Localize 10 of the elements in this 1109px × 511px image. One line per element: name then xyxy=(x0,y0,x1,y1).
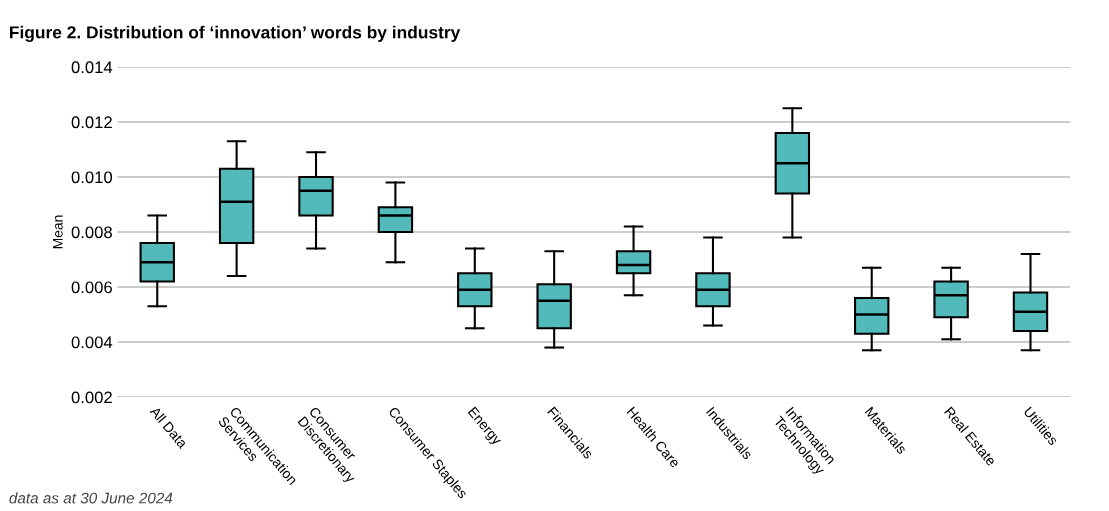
y-axis-title: Mean xyxy=(53,215,63,249)
y-tick-label: 0.010 xyxy=(71,171,113,184)
y-tick-label: 0.014 xyxy=(71,61,113,74)
y-tick-label: 0.004 xyxy=(71,336,113,349)
text: data as at 30 June 2024 xyxy=(9,492,173,504)
y-tick-label: 0.002 xyxy=(71,391,112,404)
y-tick-label: 0.012 xyxy=(71,116,112,129)
y-tick-label: 0.008 xyxy=(71,226,112,239)
y-tick-label: 0.006 xyxy=(71,281,112,294)
chart-title: Figure 2. Distribution of ‘innovation’ words by industry xyxy=(10,25,461,42)
